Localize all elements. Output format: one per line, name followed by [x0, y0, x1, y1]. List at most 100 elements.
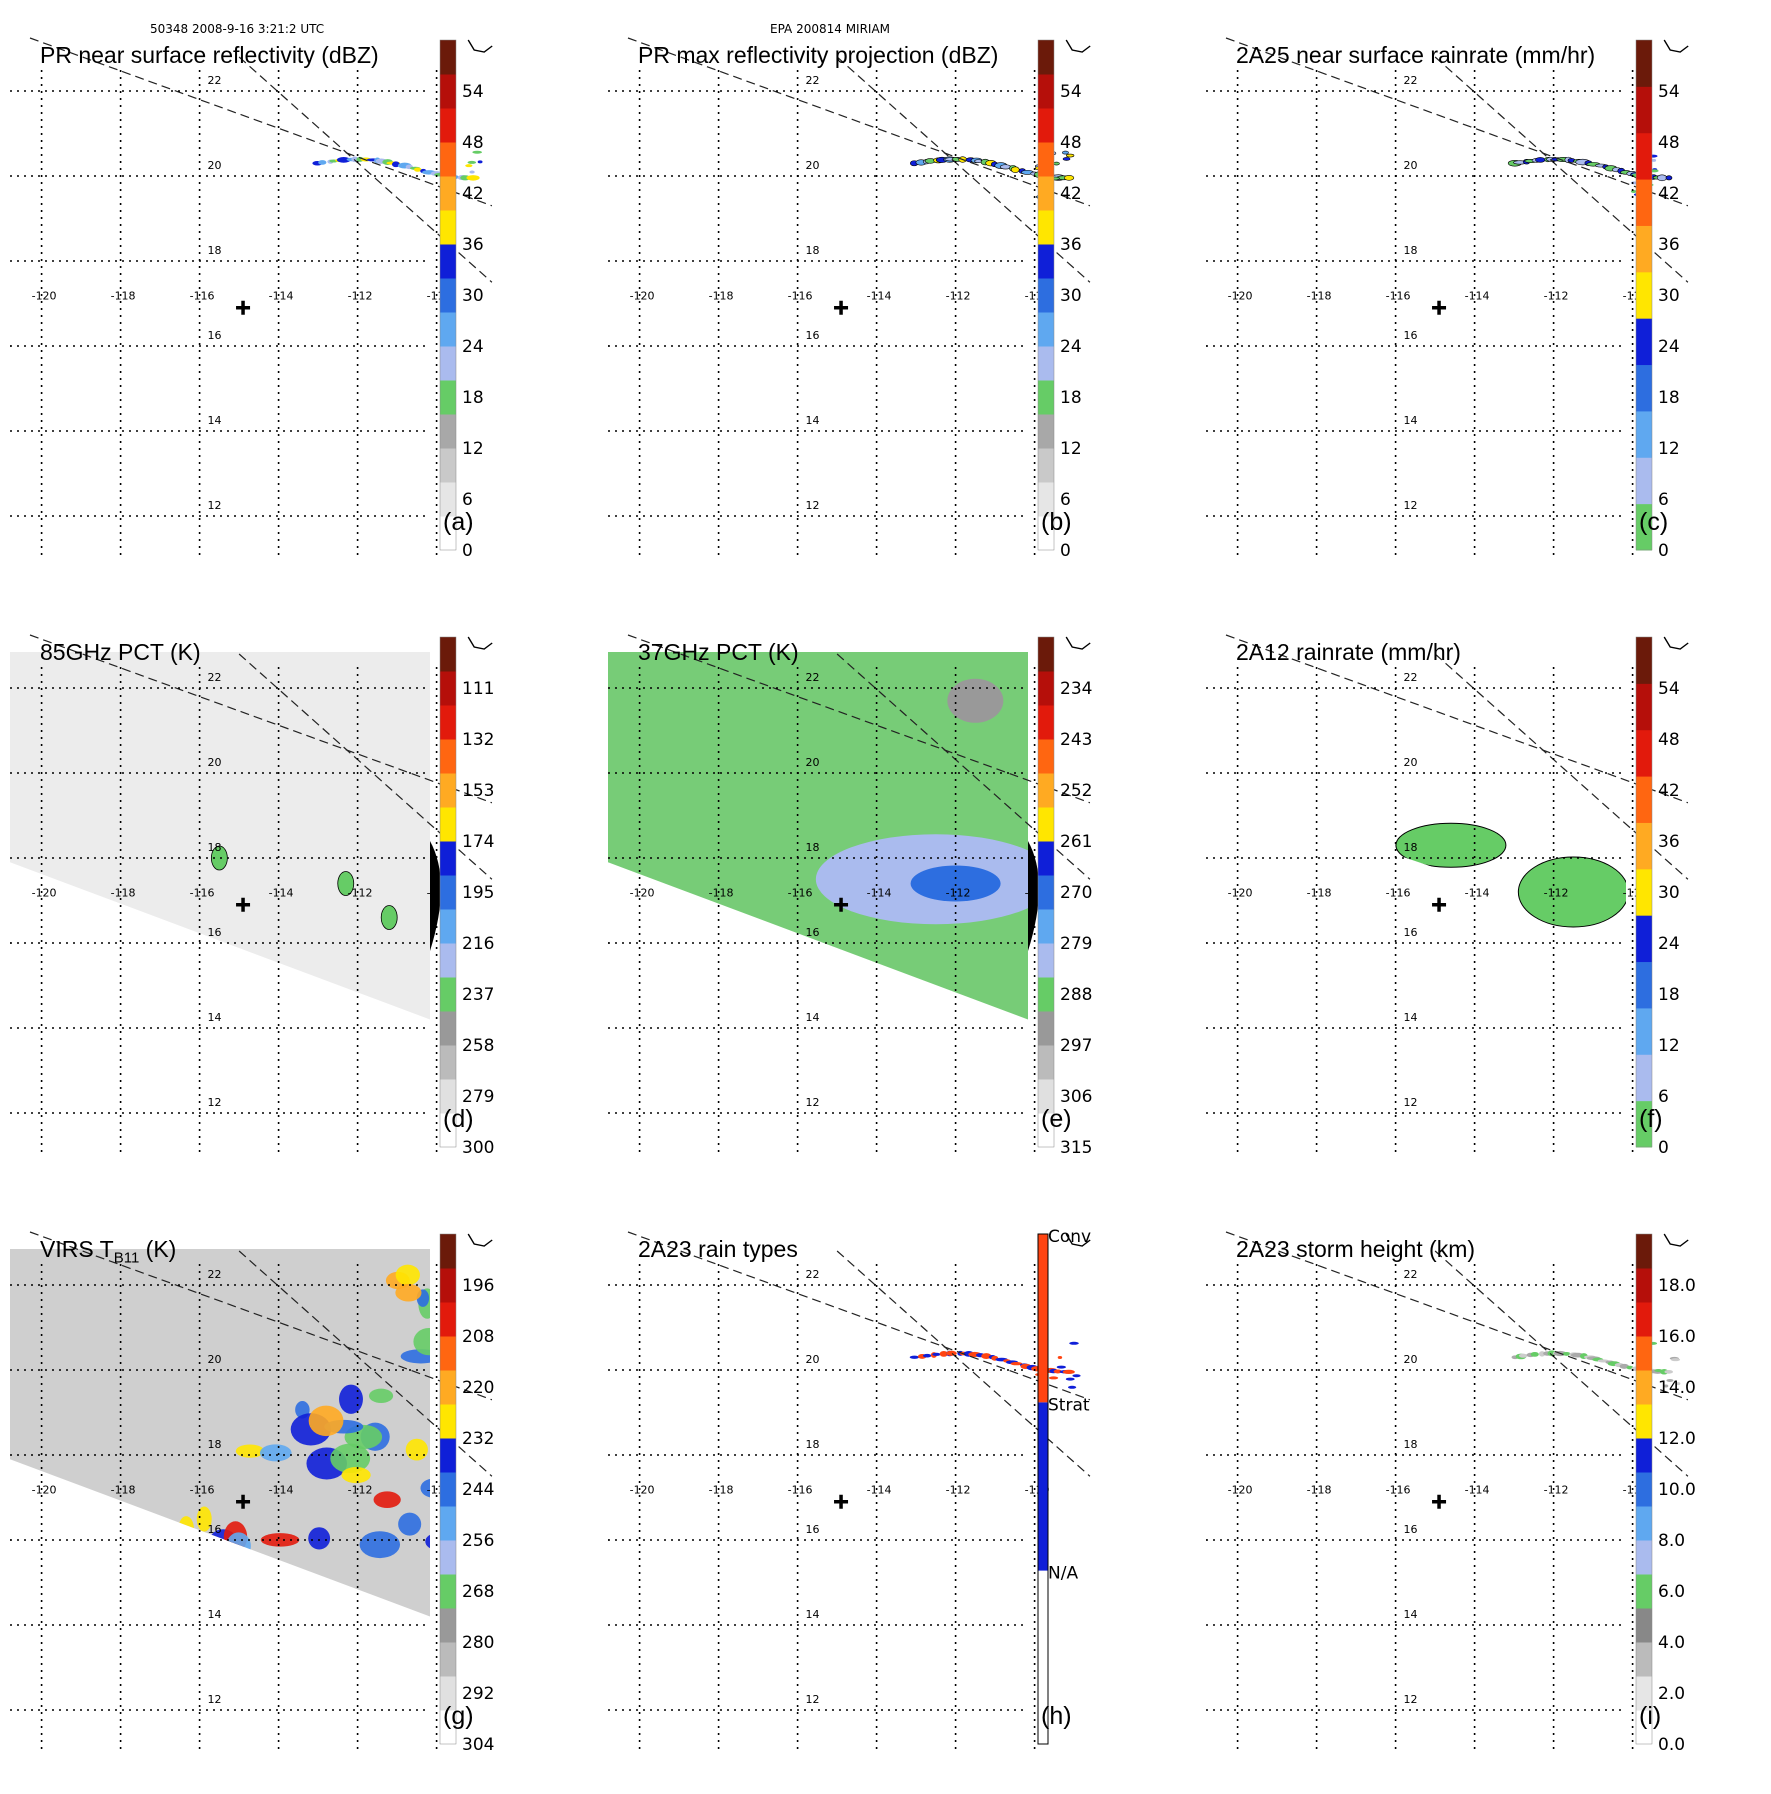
colorbar-label: 6: [1658, 1087, 1669, 1107]
colorbar-label: 279: [462, 1087, 494, 1107]
swath-background: [10, 652, 430, 1020]
colorbar-segment: [1038, 244, 1054, 279]
rain-echo: [1065, 1377, 1075, 1381]
colorbar-segment: [440, 1045, 456, 1080]
colorbar-segment: [440, 1608, 456, 1643]
rain-echo: [1010, 1362, 1023, 1366]
colorbar-label: Strat: [1048, 1395, 1090, 1415]
colorbar-label: 0: [1658, 1138, 1669, 1158]
colorbar-frame: [1635, 1233, 1653, 1745]
colorbar-segment: [440, 1506, 456, 1541]
colorbar-segment: [1636, 637, 1652, 684]
lat-tick-label: 20: [208, 756, 222, 769]
colorbar-segment: [1038, 312, 1054, 347]
colorbar-segment: [1636, 1676, 1652, 1711]
scan-edge: [430, 841, 441, 951]
colorbar-label: 48: [1060, 133, 1082, 153]
colorbar-frame: [1635, 39, 1653, 551]
colorbar-segment: [1636, 1404, 1652, 1439]
lat-tick-label: 14: [806, 414, 820, 427]
cold-region: [910, 865, 1001, 902]
panel-2a25-rainrate: 22 20 18 16 14 12 -120 -118 -116 -114 -112 -110 0 6 12…: [1206, 37, 1771, 600]
colorbar-label: 48: [1658, 730, 1680, 750]
colorbar-label: 234: [1060, 679, 1092, 699]
lat-tick-label: 12: [208, 1693, 222, 1706]
colorbar-segment: [440, 210, 456, 245]
lon-tick-label: -120: [1228, 1483, 1253, 1496]
rain-echo: [318, 160, 327, 165]
colorbar-label: 48: [1658, 133, 1680, 153]
colorbar-segment: [1038, 1234, 1048, 1403]
rain-echo: [1530, 1351, 1539, 1357]
colorbar-segment: [440, 74, 456, 109]
cloud-top-cell: [260, 1533, 300, 1547]
colorbar-segment: [1038, 1113, 1054, 1148]
cloud-top-cell: [178, 1516, 194, 1542]
storm-center-marker: [834, 300, 849, 315]
rain-echo: [1518, 1353, 1528, 1358]
colorbar-label: 0: [1060, 541, 1071, 561]
colorbar-segment: [440, 943, 456, 978]
storm-center-marker: [834, 1494, 849, 1509]
colorbar-segment: [1636, 225, 1652, 273]
colorbar-segment: [440, 909, 456, 944]
lat-tick-label: 14: [1404, 1608, 1418, 1621]
panel-title: 37GHz PCT (K): [638, 639, 799, 665]
coastline: [1065, 636, 1091, 650]
colorbar-segment: [440, 142, 456, 177]
rain-echo: [939, 1350, 948, 1357]
lat-tick-label: 16: [208, 1523, 222, 1536]
storm-center-marker: [236, 897, 251, 912]
coastline: [467, 636, 493, 650]
colorbar-segment: [440, 1302, 456, 1337]
colorbar-frame: [1037, 1233, 1049, 1745]
rain-echo: [1062, 157, 1071, 161]
panel-2a23-storm-height: 22 20 18 16 14 12 -120 -118 -116 -114 -112 -110 0.0 2…: [1206, 1231, 1771, 1794]
colorbar-segment: [1636, 1268, 1652, 1303]
lat-tick-label: 22: [208, 671, 222, 684]
coastline: [1663, 1233, 1689, 1247]
colorbar-segment: [1636, 132, 1652, 180]
colorbar-segment: [1636, 1370, 1652, 1405]
lat-tick-label: 14: [806, 1608, 820, 1621]
colorbar-label: 6: [462, 490, 473, 510]
storm-center-marker: [236, 1494, 251, 1509]
colorbar-segment: [1038, 278, 1054, 313]
colorbar-segment: [1636, 868, 1652, 916]
rain-echo: [1676, 1382, 1681, 1386]
colorbar-segment: [440, 807, 456, 842]
colorbar-segment: [440, 278, 456, 313]
cloud-top-cell: [473, 1298, 499, 1314]
lon-tick-label: -114: [867, 289, 892, 302]
colorbar-label: 258: [462, 1036, 494, 1056]
colorbar-segment: [440, 773, 456, 808]
cloud-top-cell: [400, 1349, 430, 1364]
lon-tick-label: -112: [946, 289, 971, 302]
lon-tick-label: -120: [32, 1483, 57, 1496]
lon-tick-label: -112: [348, 886, 373, 899]
colorbar-segment: [1636, 1234, 1652, 1269]
colorbar-segment: [1038, 671, 1054, 706]
lon-tick-label: -114: [1465, 289, 1490, 302]
colorbar-segment: [440, 705, 456, 740]
lon-tick-label: -116: [1386, 289, 1411, 302]
lon-tick-label: -112: [348, 1483, 373, 1496]
colorbar-segment: [440, 1079, 456, 1114]
lat-tick-label: 18: [806, 841, 820, 854]
colorbar-label: 270: [1060, 883, 1092, 903]
lon-tick-label: -116: [190, 886, 215, 899]
lon-tick-label: -118: [709, 1483, 734, 1496]
cold-cloud-top: [452, 1232, 508, 1312]
panel-virs-tb11: 22 20 18 16 14 12 -120 -118 -116 -114 -112 -110 304 2…: [10, 1231, 600, 1794]
lon-tick-label: -116: [788, 289, 813, 302]
colorbar-segment: [440, 448, 456, 483]
lat-tick-label: 18: [208, 841, 222, 854]
colorbar-segment: [440, 1011, 456, 1046]
colorbar-segment: [1038, 977, 1054, 1012]
colorbar-label: 292: [462, 1684, 494, 1704]
rain-echo: [466, 175, 480, 181]
colorbar-label: 243: [1060, 730, 1092, 750]
lat-tick-label: 18: [1404, 841, 1418, 854]
colorbar-label: 220: [462, 1378, 494, 1398]
lon-tick-label: -120: [1228, 289, 1253, 302]
